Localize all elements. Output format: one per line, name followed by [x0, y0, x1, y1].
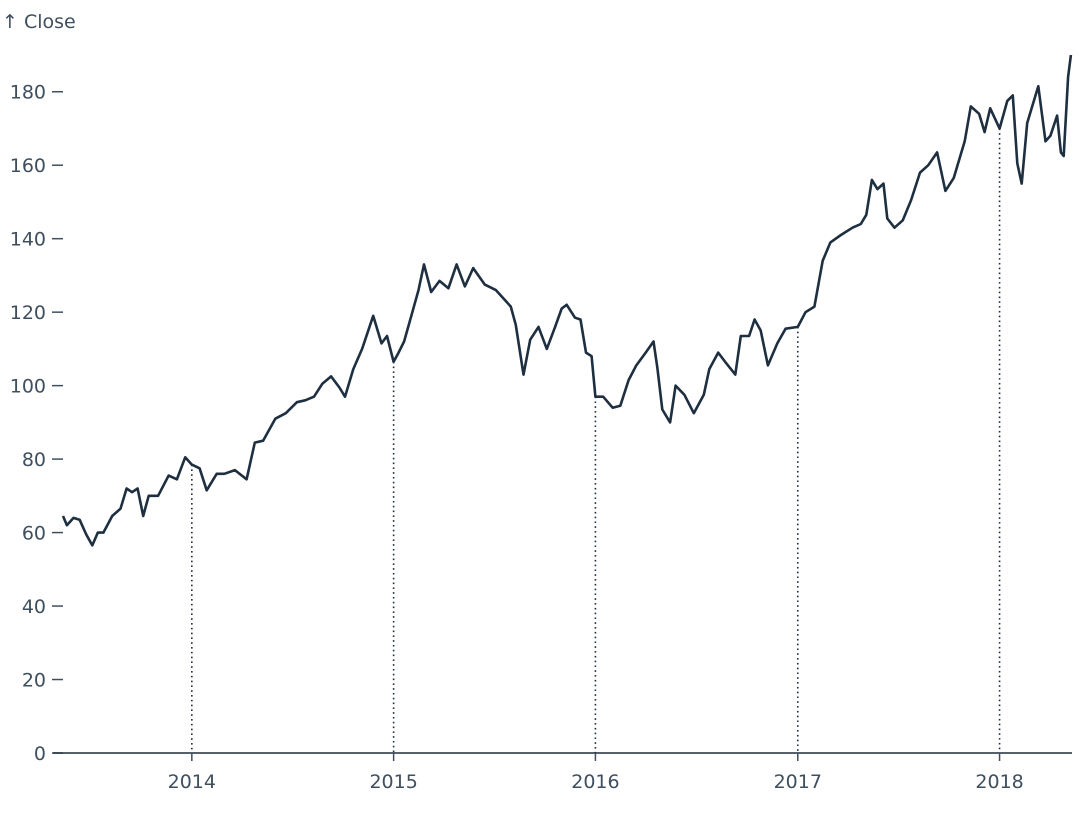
- x-tick-label: 2015: [369, 771, 417, 793]
- x-tick-label: 2016: [571, 771, 619, 793]
- x-tick-label: 2014: [168, 771, 216, 793]
- x-axis: 2014 2015 2016 2017 2018: [53, 752, 1072, 793]
- y-tick-label: 20: [22, 670, 46, 692]
- y-tick-label: 120: [10, 302, 46, 324]
- y-tick-label: 80: [22, 449, 46, 471]
- y-tick-label: 180: [10, 82, 46, 104]
- reference-lines: [191, 128, 1001, 753]
- y-tick-label: 100: [10, 376, 46, 398]
- x-tick-label: 2018: [975, 771, 1023, 793]
- y-tick-label: 60: [22, 523, 46, 545]
- y-tick-label: 160: [10, 155, 46, 177]
- y-tick-label: 40: [22, 596, 46, 618]
- y-tick-label: 0: [34, 743, 46, 765]
- x-tick-label: 2017: [774, 771, 822, 793]
- y-axis: 0 20 40 60 80 100 120 140 160 180: [10, 82, 63, 765]
- y-axis-title: ↑ Close: [2, 11, 76, 33]
- close-series-line: [61, 54, 1073, 547]
- y-tick-label: 140: [10, 229, 46, 251]
